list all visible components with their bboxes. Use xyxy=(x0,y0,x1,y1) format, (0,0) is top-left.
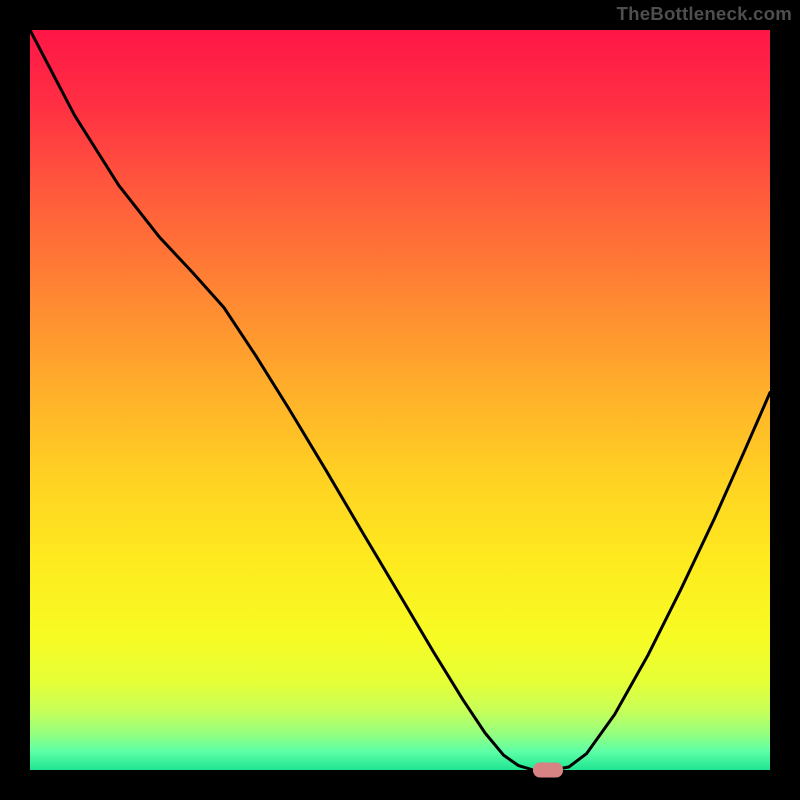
chart-svg xyxy=(0,0,800,800)
optimal-marker xyxy=(533,763,563,778)
watermark-text: TheBottleneck.com xyxy=(617,3,793,25)
plot-background xyxy=(30,30,770,770)
stage: TheBottleneck.com xyxy=(0,0,800,800)
